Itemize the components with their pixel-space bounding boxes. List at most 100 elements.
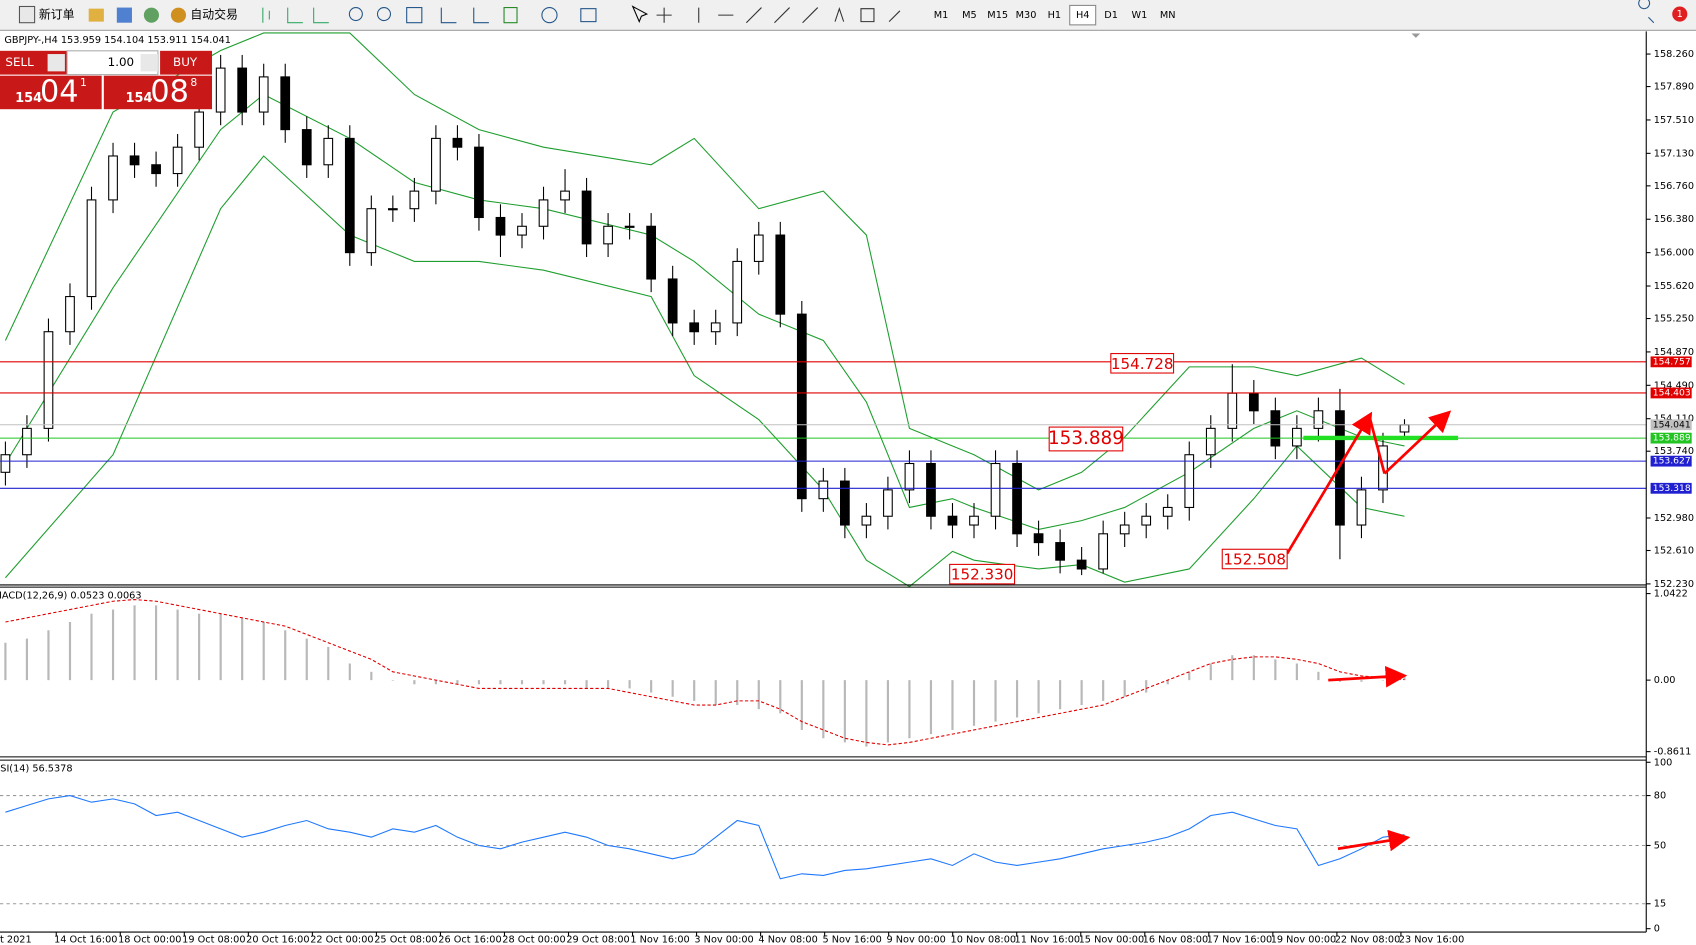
candle-body: [215, 67, 226, 113]
macd-bar: [607, 680, 610, 689]
candle-body: [1184, 454, 1195, 508]
macd-bar: [736, 680, 739, 706]
macd-bar: [1231, 655, 1234, 681]
macd-bar: [68, 621, 72, 681]
bid-main[interactable]: 04: [40, 74, 79, 109]
candle-body: [1055, 542, 1065, 561]
candle-body: [151, 164, 161, 175]
text-tools[interactable]: [834, 6, 901, 23]
ask-small[interactable]: 8: [190, 76, 197, 89]
candle-body: [366, 208, 377, 254]
y-tick-label: 0.00: [1654, 675, 1676, 686]
timeframe[interactable]: D1: [1104, 10, 1118, 21]
zoom-out[interactable]: [376, 7, 392, 22]
y-tick-label: 80: [1654, 791, 1666, 802]
arrow: [1368, 415, 1386, 474]
candle-body: [280, 76, 291, 131]
x-tick-label: 5 Nov 16:00: [822, 935, 881, 945]
macd-bar: [348, 663, 351, 681]
chart-icons[interactable]: [262, 7, 329, 24]
timeframe[interactable]: M5: [962, 10, 977, 21]
buy-button[interactable]: [160, 50, 212, 75]
timeframe[interactable]: M1: [934, 10, 949, 21]
x-tick-label: 1 Nov 16:00: [630, 935, 689, 945]
macd-bar: [757, 680, 760, 710]
lot-down[interactable]: [47, 54, 65, 72]
auto-trading-icon[interactable]: [170, 7, 187, 23]
candle-body: [129, 155, 140, 166]
x-tick-label: 26 Oct 16:00: [438, 935, 501, 945]
macd-bar: [1166, 680, 1169, 685]
annotation: 153.889: [1048, 428, 1124, 449]
y-tick-label: 152.980: [1654, 513, 1694, 524]
icon[interactable]: [88, 8, 104, 22]
level-label-bg: [1650, 455, 1692, 467]
timeframe[interactable]: W1: [1131, 10, 1147, 21]
annotation: 152.508: [1223, 551, 1286, 569]
macd-bar: [628, 680, 631, 689]
candle-body: [1076, 559, 1087, 570]
search[interactable]: [1638, 0, 1655, 24]
cursor[interactable]: [631, 5, 649, 24]
level-label-bg: [1650, 432, 1692, 444]
timeframe[interactable]: M15: [987, 10, 1008, 21]
macd-bar: [1188, 671, 1191, 681]
bid-big[interactable]: 154: [15, 91, 42, 106]
bid-small[interactable]: 1: [80, 76, 87, 89]
ask-main[interactable]: 08: [150, 74, 189, 109]
new-order-icon[interactable]: [18, 5, 36, 24]
templates[interactable]: [580, 8, 597, 23]
timeframe[interactable]: MN: [1160, 10, 1176, 21]
buy-label[interactable]: BUY: [173, 55, 198, 69]
ask-box[interactable]: [103, 75, 212, 110]
scroll-icons[interactable]: [440, 7, 489, 24]
candle-body: [86, 199, 97, 298]
icon[interactable]: [116, 7, 132, 23]
x-tick-label: 20 Oct 16:00: [246, 935, 309, 945]
auto-trading[interactable]: 自动交易: [190, 8, 238, 22]
macd-bar: [391, 680, 394, 681]
arrow: [1337, 829, 1411, 852]
candle-body: [775, 234, 786, 315]
macd-bar: [1123, 680, 1126, 697]
bid-box[interactable]: [0, 75, 102, 110]
level-label: 154.041: [1653, 419, 1691, 430]
ask-big[interactable]: 154: [125, 91, 152, 106]
lot-up[interactable]: [140, 54, 158, 72]
sell-label[interactable]: SELL: [5, 55, 34, 69]
notification-badge[interactable]: [1672, 6, 1688, 22]
y-tick-label: 154.110: [1654, 414, 1694, 425]
lot-value[interactable]: 1.00: [108, 55, 134, 69]
level-label-bg: [1650, 419, 1692, 431]
candle-body: [452, 137, 463, 148]
candle-body: [1141, 515, 1152, 526]
draw-tools[interactable]: [656, 7, 819, 24]
timeframe[interactable]: H4: [1076, 10, 1090, 21]
macd-bar: [477, 680, 481, 685]
y-tick-label: 156.000: [1654, 248, 1694, 259]
active-timeframe[interactable]: [1069, 4, 1097, 26]
arrow: [1285, 411, 1373, 555]
macd-bar: [1145, 680, 1148, 693]
icon[interactable]: [143, 7, 159, 23]
timeframe[interactable]: H1: [1048, 10, 1062, 21]
y-tick-label: 152.230: [1654, 579, 1694, 590]
macd-bar: [25, 638, 29, 681]
tile[interactable]: [406, 7, 423, 24]
y-tick-label: 157.510: [1654, 115, 1694, 126]
zoom-in[interactable]: [348, 7, 363, 22]
x-tick-label: 18 Oct 00:00: [118, 935, 181, 945]
new-order[interactable]: 新订单: [39, 8, 75, 22]
x-tick-label: 23 Nov 16:00: [1399, 935, 1465, 945]
candle-body: [818, 480, 829, 500]
macd-bar: [1015, 680, 1019, 718]
y-tick-label: 157.890: [1654, 82, 1694, 93]
indicators[interactable]: [503, 7, 518, 24]
candle-body: [926, 462, 936, 517]
timeframe[interactable]: M30: [1016, 10, 1037, 21]
candle-body: [1012, 462, 1022, 535]
macd-bar: [219, 613, 222, 681]
periods[interactable]: [541, 7, 558, 24]
level-label: 153.627: [1653, 456, 1691, 467]
